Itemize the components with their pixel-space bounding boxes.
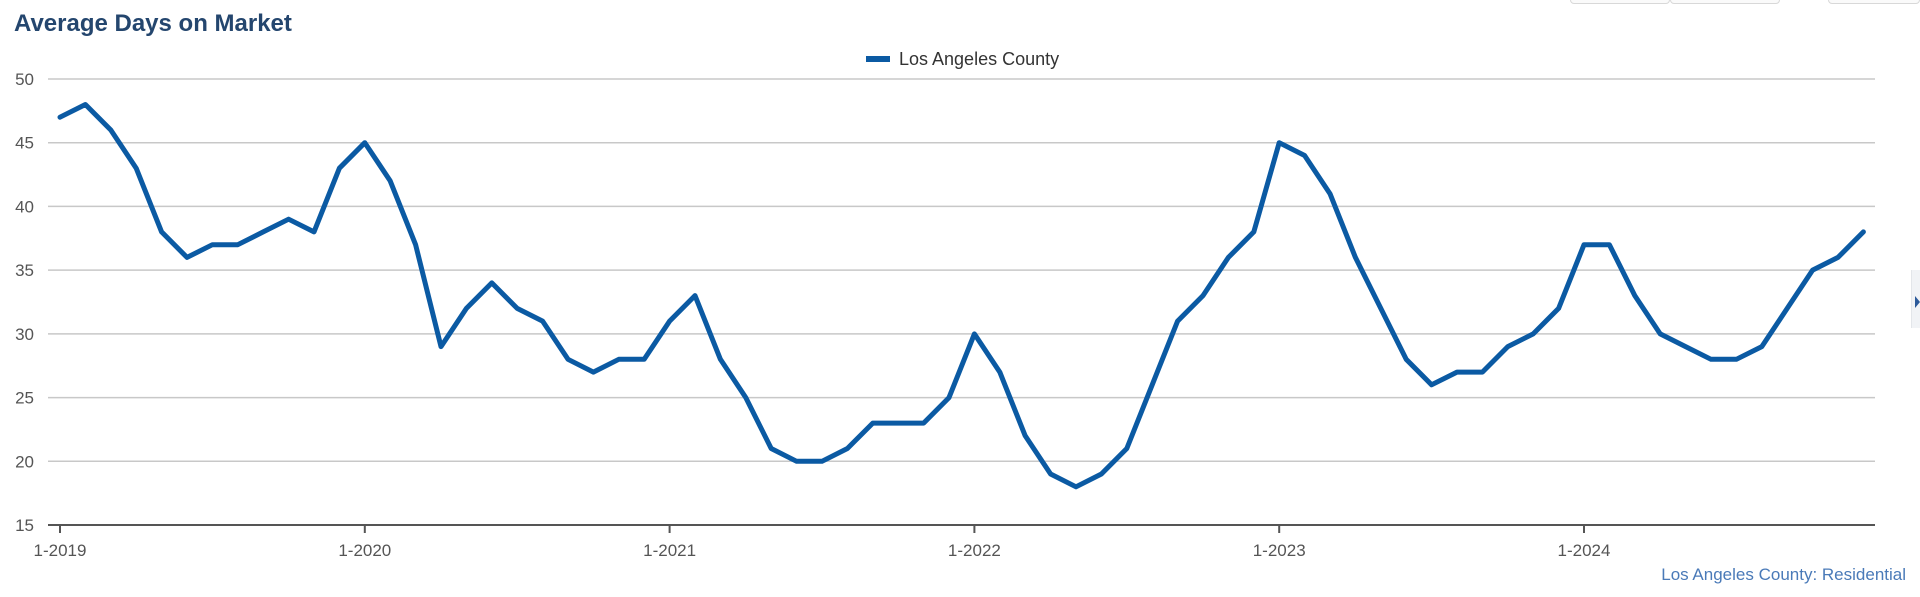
chart-title: Average Days on Market <box>14 10 292 37</box>
y-tick-label-35: 35 <box>15 261 34 280</box>
x-tick-label-1-2022: 1-2022 <box>948 541 1001 560</box>
series-lines <box>57 102 1866 490</box>
y-tick-label-50: 50 <box>15 70 34 89</box>
y-tick-label-45: 45 <box>15 134 34 153</box>
grid-lines <box>48 78 1875 463</box>
y-tick-label-25: 25 <box>15 389 34 408</box>
x-tick-label-1-2023: 1-2023 <box>1253 541 1306 560</box>
y-tick-label-20: 20 <box>15 452 34 471</box>
y-axis-ticks: 15 20 25 30 35 40 45 50 <box>15 70 34 535</box>
x-tick-label-1-2021: 1-2021 <box>643 541 696 560</box>
series-line-0[interactable] <box>57 102 1866 490</box>
x-tick-label-1-2019: 1-2019 <box>34 541 87 560</box>
x-tick-label-1-2020: 1-2020 <box>338 541 391 560</box>
y-tick-label-30: 30 <box>15 325 34 344</box>
side-panel-arrow-icon <box>1915 296 1920 308</box>
x-tick-label-1-2024: 1-2024 <box>1558 541 1611 560</box>
legend: Los Angeles County <box>866 49 1059 69</box>
legend-label-los-angeles-county[interactable]: Los Angeles County <box>899 49 1059 69</box>
y-tick-label-15: 15 <box>15 516 34 535</box>
x-axis: 1-2019 1-2020 1-2021 1-2022 1-2023 1-2024 <box>34 524 1875 560</box>
y-tick-label-40: 40 <box>15 197 34 216</box>
chart-credit: Los Angeles County: Residential <box>1661 565 1906 584</box>
